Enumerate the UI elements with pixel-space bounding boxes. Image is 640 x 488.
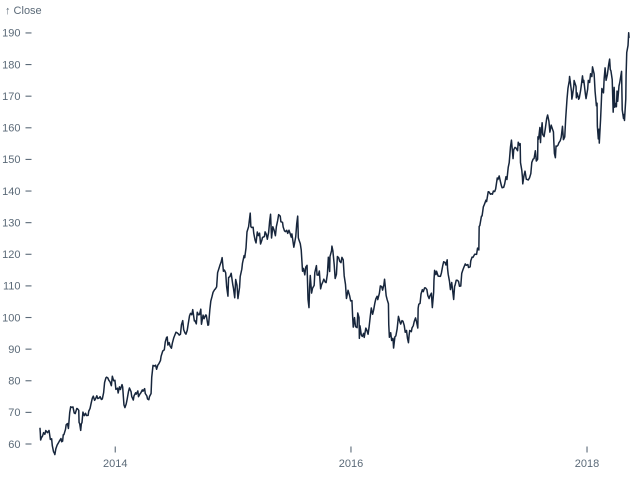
y-tick-label: 160 [2, 123, 20, 135]
y-tick-label: 140 [2, 186, 20, 198]
x-tick-label: 2014 [103, 458, 127, 470]
y-tick-label: 110 [3, 281, 21, 293]
y-tick-label: 70 [8, 407, 20, 419]
y-tick-label: 60 [8, 439, 20, 451]
y-tick-label: 180 [2, 59, 20, 71]
y-tick-label: 90 [8, 344, 20, 356]
x-tick-label: 2018 [575, 458, 599, 470]
x-tick-label: 2016 [339, 458, 363, 470]
y-tick-label: 130 [2, 217, 20, 229]
y-axis-label: ↑ Close [5, 5, 42, 17]
y-tick-label: 120 [2, 249, 20, 261]
y-tick-label: 190 [2, 28, 20, 40]
y-tick-label: 150 [2, 154, 20, 166]
y-tick-label: 100 [2, 312, 20, 324]
y-tick-label: 80 [8, 376, 20, 388]
y-tick-label: 170 [2, 91, 20, 103]
close-price-line [39, 32, 630, 456]
